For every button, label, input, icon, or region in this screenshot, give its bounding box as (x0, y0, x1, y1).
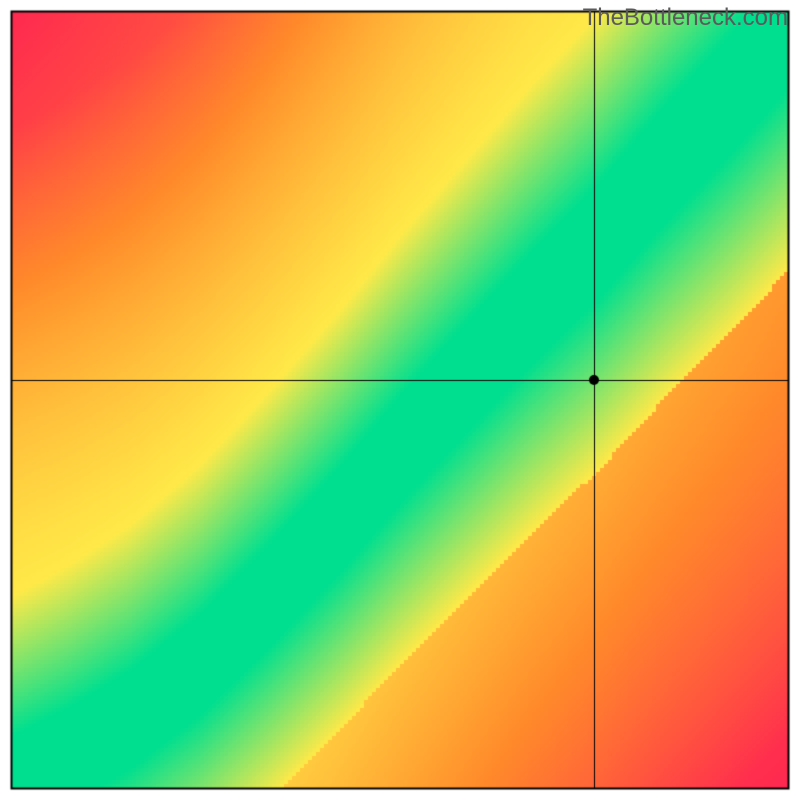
bottleneck-heatmap (0, 0, 800, 800)
chart-container: TheBottleneck.com (0, 0, 800, 800)
